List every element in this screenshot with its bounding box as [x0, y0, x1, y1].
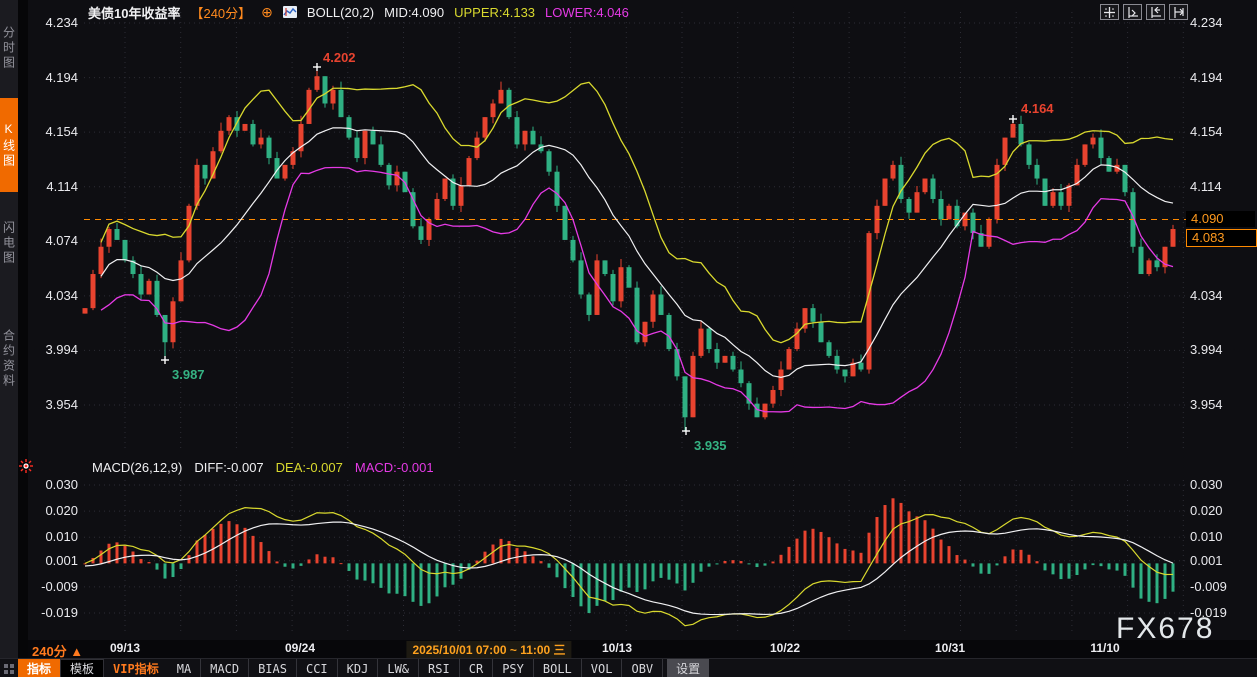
- price-axis-tick: 4.074: [28, 233, 78, 248]
- toolbar-item-VOL[interactable]: VOL: [582, 659, 623, 677]
- chart-header: 美债10年收益率 【240分】 ⊕ BOLL(20,2) MID:4.090 U…: [88, 3, 639, 21]
- date-label: 10/31: [935, 641, 965, 655]
- shift-x-axis-icon[interactable]: [1169, 4, 1188, 20]
- move-crosshair-icon[interactable]: [1100, 4, 1119, 20]
- macd-macd-value: MACD:-0.001: [355, 460, 434, 475]
- price-axis-tick: 4.234: [1190, 15, 1246, 30]
- toolbar-item-BIAS[interactable]: BIAS: [249, 659, 297, 677]
- add-indicator-icon[interactable]: ⊕: [261, 4, 273, 21]
- trading-app-window: 4.202 4.164 3.987 3.935 分时图 K线图闪电图合约资料 美债10年…: [0, 0, 1257, 677]
- macd-axis-tick: 0.020: [28, 503, 78, 518]
- toolbar-item-RSI[interactable]: RSI: [419, 659, 460, 677]
- instrument-title: 美债10年收益率: [88, 3, 180, 22]
- toolbar-item-BOLL[interactable]: BOLL: [534, 659, 582, 677]
- toolbar-item-MA[interactable]: MA: [168, 659, 201, 677]
- toolbar-item-OBV[interactable]: OBV: [622, 659, 663, 677]
- date-label: 09/24: [285, 641, 315, 655]
- price-axis-tick: 3.954: [28, 397, 78, 412]
- svg-text:4.164: 4.164: [1021, 101, 1054, 116]
- macd-axis-tick: -0.009: [1190, 579, 1246, 594]
- boll-upper-value: UPPER:4.133: [454, 5, 535, 20]
- kline-mini-icon: [283, 6, 297, 18]
- toolbar-item-CR[interactable]: CR: [460, 659, 493, 677]
- boll-indicator-label: BOLL(20,2): [307, 5, 374, 20]
- macd-axis-tick: 0.010: [1190, 529, 1246, 544]
- scale-y-axis-icon[interactable]: [1123, 4, 1142, 20]
- macd-axis-tick: -0.019: [28, 605, 78, 620]
- toolbar-item-LW&[interactable]: LW&: [378, 659, 419, 677]
- macd-axis-tick: 0.020: [1190, 503, 1246, 518]
- period-label[interactable]: 【240分】: [190, 3, 251, 22]
- boll-mid-value: MID:4.090: [384, 5, 444, 20]
- svg-text:3.987: 3.987: [172, 367, 205, 382]
- panel-grid-icon[interactable]: [0, 659, 18, 677]
- toolbar-item-指标[interactable]: 指标: [18, 659, 60, 677]
- sidebar-tab-1[interactable]: K线图: [0, 98, 18, 192]
- toolbar-item-模板[interactable]: 模板: [60, 659, 104, 677]
- boll-lower-value: LOWER:4.046: [545, 5, 629, 20]
- scale-x-axis-icon[interactable]: [1146, 4, 1165, 20]
- svg-text:3.935: 3.935: [694, 438, 727, 453]
- boll-mid-price-tag: 4.090: [1186, 211, 1255, 227]
- sidebar-tab-3[interactable]: 合约资料: [0, 298, 18, 420]
- price-axis-tick: 4.234: [28, 15, 78, 30]
- visible-range-label: 2025/10/01 07:00 ~ 11:00 三: [406, 641, 571, 658]
- toolbar-item-设置[interactable]: 设置: [667, 659, 709, 677]
- time-axis-bar: 240分 ▲ 09/1309/242025/10/01 07:00 ~ 11:0…: [28, 640, 1257, 658]
- left-sidebar: 分时图 K线图闪电图合约资料: [0, 0, 18, 677]
- macd-axis-tick: 0.010: [28, 529, 78, 544]
- date-label: 10/13: [602, 641, 632, 655]
- sidebar-tab-0[interactable]: 分时图: [0, 2, 18, 94]
- price-axis-tick: 4.114: [28, 179, 78, 194]
- sidebar-gap: [18, 0, 28, 677]
- macd-indicator-label: MACD(26,12,9): [92, 460, 182, 475]
- main-chart-canvas[interactable]: 4.202 4.164 3.987 3.935: [0, 0, 1257, 677]
- sidebar-tab-2[interactable]: 闪电图: [0, 196, 18, 290]
- price-axis-tick: 4.154: [28, 124, 78, 139]
- price-axis-tick: 4.154: [1190, 124, 1246, 139]
- fx678-watermark: FX678: [1116, 612, 1214, 646]
- price-axis-tick: 3.954: [1190, 397, 1246, 412]
- macd-axis-tick: 0.001: [1190, 553, 1246, 568]
- alert-burst-icon[interactable]: [19, 459, 33, 478]
- macd-axis-tick: 0.030: [1190, 477, 1246, 492]
- date-label: 10/22: [770, 641, 800, 655]
- macd-axis-tick: 0.030: [28, 477, 78, 492]
- toolbar-item-PSY[interactable]: PSY: [493, 659, 534, 677]
- toolbar-item-VIP指标[interactable]: VIP指标: [104, 659, 168, 677]
- price-axis-tick: 3.994: [1190, 342, 1246, 357]
- date-label: 09/13: [110, 641, 140, 655]
- price-axis-tick: 4.194: [1190, 70, 1246, 85]
- macd-diff-value: DIFF:-0.007: [194, 460, 263, 475]
- price-axis-tick: 4.034: [28, 288, 78, 303]
- price-axis-tick: 4.114: [1190, 179, 1246, 194]
- price-axis-tick: 3.994: [28, 342, 78, 357]
- indicator-toolbar: 指标模板VIP指标MAMACDBIASCCIKDJLW&RSICRPSYBOLL…: [0, 658, 1257, 677]
- macd-axis-tick: 0.001: [28, 553, 78, 568]
- last-price-tag: 4.083: [1186, 229, 1257, 247]
- chart-scale-toolbar: [1100, 4, 1188, 20]
- toolbar-item-CCI[interactable]: CCI: [297, 659, 338, 677]
- price-axis-tick: 4.034: [1190, 288, 1246, 303]
- toolbar-item-KDJ[interactable]: KDJ: [338, 659, 379, 677]
- svg-text:4.202: 4.202: [323, 50, 356, 65]
- macd-dea-value: DEA:-0.007: [276, 460, 343, 475]
- price-axis-tick: 4.194: [28, 70, 78, 85]
- macd-axis-tick: -0.009: [28, 579, 78, 594]
- toolbar-item-MACD[interactable]: MACD: [201, 659, 249, 677]
- macd-header: MACD(26,12,9) DIFF:-0.007 DEA:-0.007 MAC…: [92, 460, 446, 475]
